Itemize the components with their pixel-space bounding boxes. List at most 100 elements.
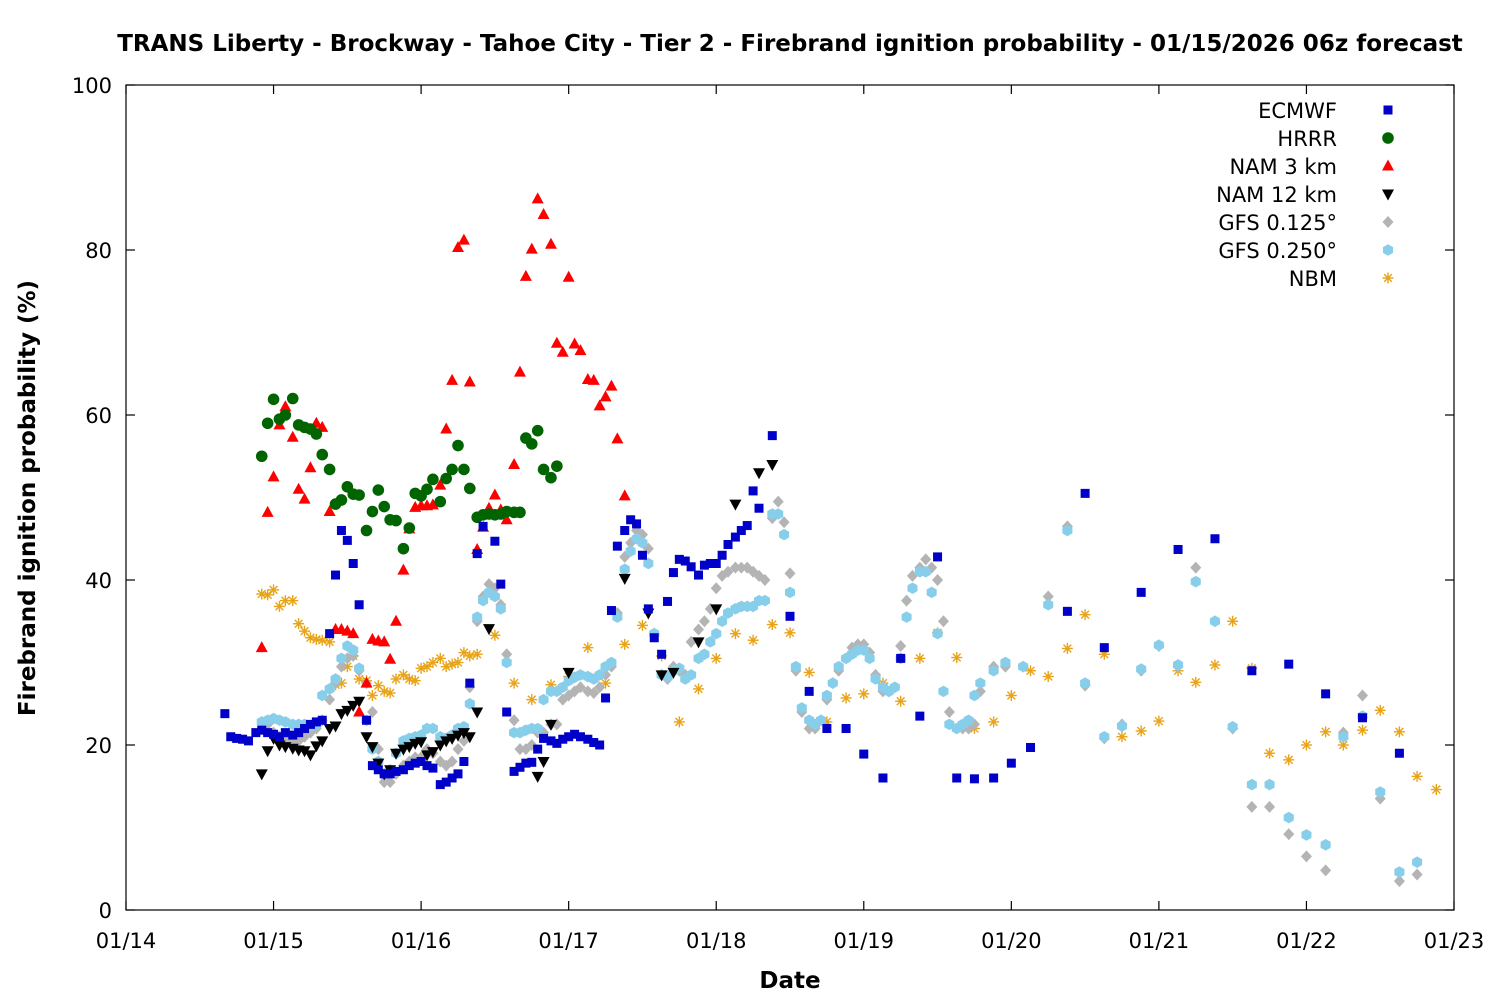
data-point-nbm [858,688,870,700]
chart-title: TRANS Liberty - Brockway - Tahoe City - … [117,31,1463,57]
data-point-gfs-0-250 [501,656,512,669]
data-point-ecmwf [385,769,395,779]
data-point-nam-3-km [255,641,268,653]
data-point-ecmwf [686,562,696,572]
data-point-nbm [747,634,759,646]
data-point-gfs-0-125 [759,574,771,586]
data-point-gfs-0-125 [1300,850,1312,863]
asterisk-stroke [399,670,408,680]
data-point-hrrr [267,393,280,406]
data-point-nam-12-km [421,750,434,762]
data-point-gfs-0-125 [778,516,790,529]
data-point-nam-12-km [366,742,379,754]
asterisk-stroke [288,596,298,606]
asterisk-stroke [1117,732,1127,742]
data-point-gfs-0-250 [815,714,827,727]
data-point-hrrr [545,471,557,484]
data-point-ecmwf [969,774,979,784]
data-point-nam-3-km [457,233,470,245]
asterisk-stroke [391,674,401,684]
data-point-ecmwf [680,556,690,566]
data-point-ecmwf [694,570,704,580]
asterisk-stroke [1026,666,1035,676]
asterisk-stroke [416,663,426,673]
y-tick-label: 40 [85,569,112,593]
asterisk-stroke [1358,725,1367,735]
data-point-ecmwf [300,724,310,733]
data-point-nam-3-km [353,705,366,717]
asterisk-stroke [804,668,814,677]
data-point-ecmwf [1321,689,1331,699]
data-point-ecmwf [398,765,408,775]
data-point-gfs-0-250 [969,689,980,702]
asterisk-stroke [785,628,795,638]
asterisk-stroke [674,717,684,727]
data-point-gfs-0-125 [1320,864,1332,877]
data-point-nam-12-km [618,573,631,585]
data-point-nam-12-km [329,721,342,733]
data-point-nam-3-km [434,478,447,490]
data-point-nam-12-km [482,624,495,636]
data-point-nam-12-km [446,733,459,745]
data-point-nam-3-km [537,208,550,220]
data-point-nam-3-km [605,379,618,391]
data-point-nam-3-km [360,676,373,688]
asterisk-stroke [509,678,519,688]
data-point-nbm [951,652,963,664]
data-point-nam-12-km [310,741,323,753]
data-point-ecmwf [280,728,290,738]
data-point-ecmwf [465,678,475,688]
data-point-ecmwf [527,757,537,767]
data-point-nam-12-km [360,732,373,744]
data-point-gfs-0-250 [932,627,943,640]
data-point-ecmwf [422,761,432,771]
data-point-nam-3-km [463,375,476,387]
data-point-gfs-0-125 [574,681,586,694]
data-point-nbm [384,687,396,699]
data-point-ecmwf [859,749,869,759]
data-point-nbm [1411,770,1423,782]
x-axis-label: Date [759,968,820,994]
data-point-ecmwf [478,521,488,531]
data-point-ecmwf [717,550,727,560]
x-tick-label: 01/18 [686,929,747,953]
data-point-nbm [1227,615,1239,627]
data-point-ecmwf [1394,748,1404,758]
data-point-gfs-0-250 [1301,829,1312,841]
data-point-nam-3-km [323,505,336,517]
asterisk-stroke [767,620,777,629]
data-point-nbm [1393,726,1405,738]
data-point-nam-3-km [611,432,624,444]
asterisk-stroke [1395,727,1404,737]
data-point-nbm [427,657,439,668]
data-point-nam-12-km [531,771,544,783]
data-point-nbm [766,619,778,631]
data-point-nam-3-km [568,337,581,349]
asterisk-stroke [1136,726,1146,736]
data-point-ecmwf [632,519,642,529]
legend-marker-ecmwf [1383,105,1393,115]
data-point-gfs-0-125 [335,660,347,673]
data-point-nam-12-km [753,468,766,480]
data-point-nam-3-km [513,365,526,377]
data-point-gfs-0-250 [870,673,881,685]
legend-label-gfs-0-250: GFS 0.250° [1218,239,1337,263]
data-point-gfs-0-250 [1190,575,1201,588]
data-point-gfs-0-250 [1375,786,1386,798]
data-point-ecmwf [558,734,568,744]
data-point-gfs-0-125 [1357,689,1369,702]
data-point-ecmwf [649,633,659,643]
data-point-gfs-0-250 [324,683,335,695]
x-tick-label: 01/21 [1129,929,1190,953]
data-point-gfs-0-125 [693,623,705,636]
data-point-gfs-0-125 [508,714,520,727]
data-point-gfs-0-125 [932,574,944,586]
data-point-ecmwf [896,653,906,663]
legend-label-ecmwf: ECMWF [1258,99,1337,123]
asterisk-stroke [915,653,925,663]
data-point-ecmwf [1026,742,1036,752]
legend-label-nam-3-km: NAM 3 km [1229,155,1337,179]
data-point-nbm [729,628,741,640]
data-point-nam-3-km [593,399,606,411]
data-point-ecmwf [952,773,962,783]
